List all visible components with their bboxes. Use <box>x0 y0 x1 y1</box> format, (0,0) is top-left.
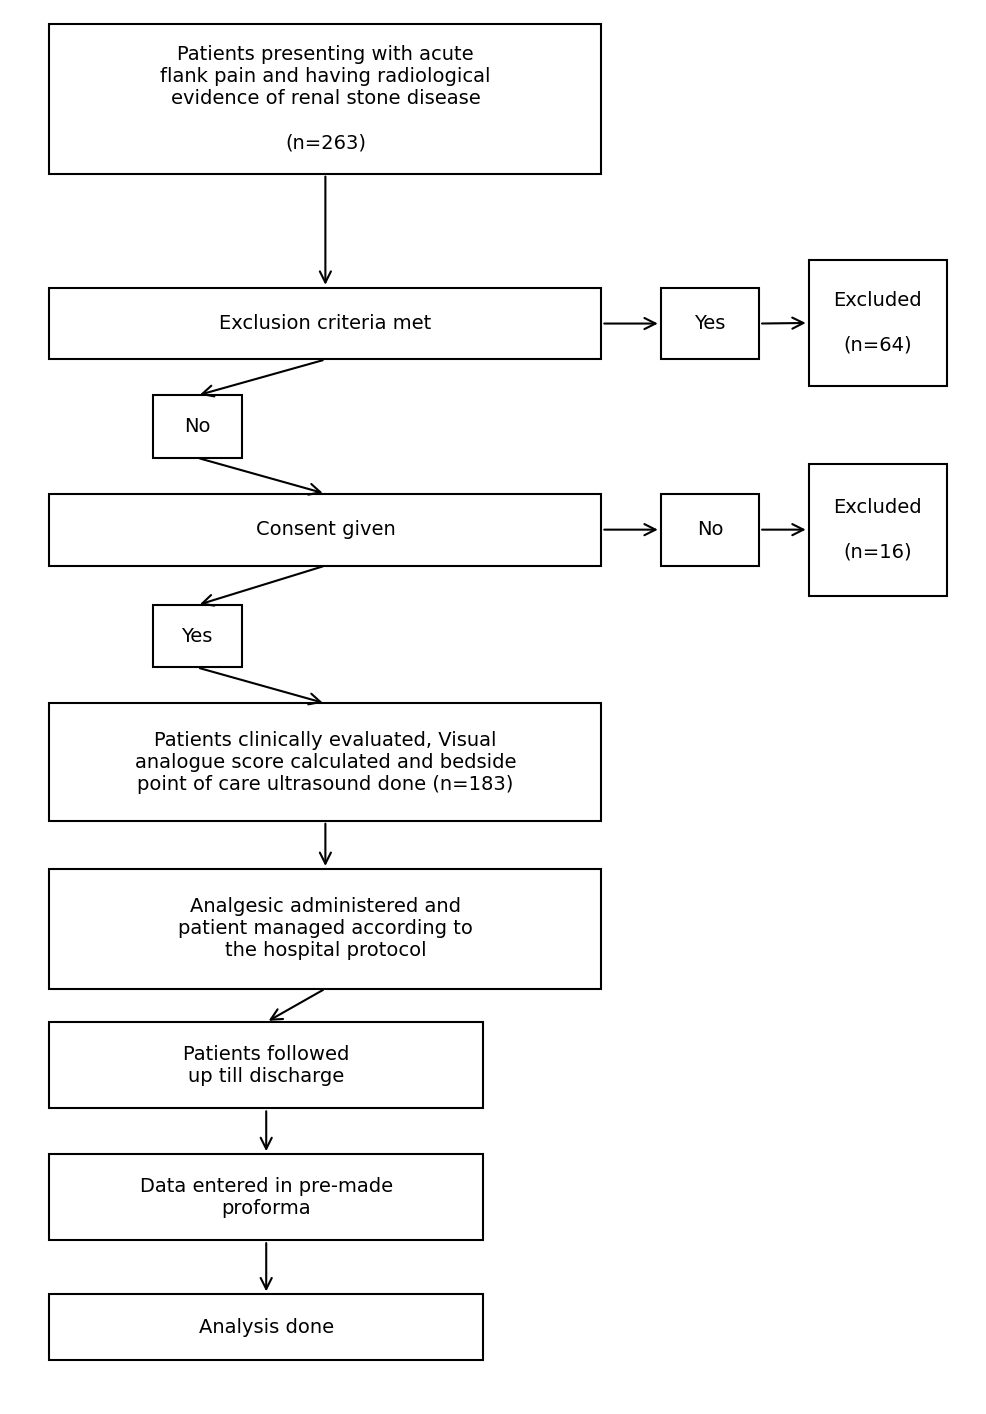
Text: Patients clinically evaluated, Visual
analogue score calculated and bedside
poin: Patients clinically evaluated, Visual an… <box>135 731 516 793</box>
FancyBboxPatch shape <box>49 868 601 988</box>
Text: Excluded

(n=64): Excluded (n=64) <box>833 291 922 355</box>
Text: Exclusion criteria met: Exclusion criteria met <box>219 314 432 334</box>
Text: Data entered in pre-made
proforma: Data entered in pre-made proforma <box>140 1176 392 1217</box>
FancyBboxPatch shape <box>49 287 601 359</box>
Text: Yes: Yes <box>181 626 213 646</box>
Text: No: No <box>697 520 723 539</box>
FancyBboxPatch shape <box>809 260 947 386</box>
FancyBboxPatch shape <box>153 605 242 667</box>
Text: No: No <box>184 417 210 436</box>
FancyBboxPatch shape <box>49 1154 483 1240</box>
FancyBboxPatch shape <box>661 287 759 359</box>
Text: Patients followed
up till discharge: Patients followed up till discharge <box>183 1045 349 1086</box>
Text: Patients presenting with acute
flank pain and having radiological
evidence of re: Patients presenting with acute flank pai… <box>160 45 491 153</box>
FancyBboxPatch shape <box>49 1294 483 1360</box>
Text: Analysis done: Analysis done <box>198 1318 334 1336</box>
FancyBboxPatch shape <box>49 493 601 566</box>
Text: Consent given: Consent given <box>255 520 395 539</box>
FancyBboxPatch shape <box>153 396 242 458</box>
FancyBboxPatch shape <box>49 1022 483 1109</box>
Text: Yes: Yes <box>694 314 726 334</box>
Text: Excluded

(n=16): Excluded (n=16) <box>833 498 922 561</box>
FancyBboxPatch shape <box>661 493 759 566</box>
FancyBboxPatch shape <box>49 703 601 822</box>
Text: Analgesic administered and
patient managed according to
the hospital protocol: Analgesic administered and patient manag… <box>177 898 473 960</box>
FancyBboxPatch shape <box>49 24 601 174</box>
FancyBboxPatch shape <box>809 464 947 595</box>
